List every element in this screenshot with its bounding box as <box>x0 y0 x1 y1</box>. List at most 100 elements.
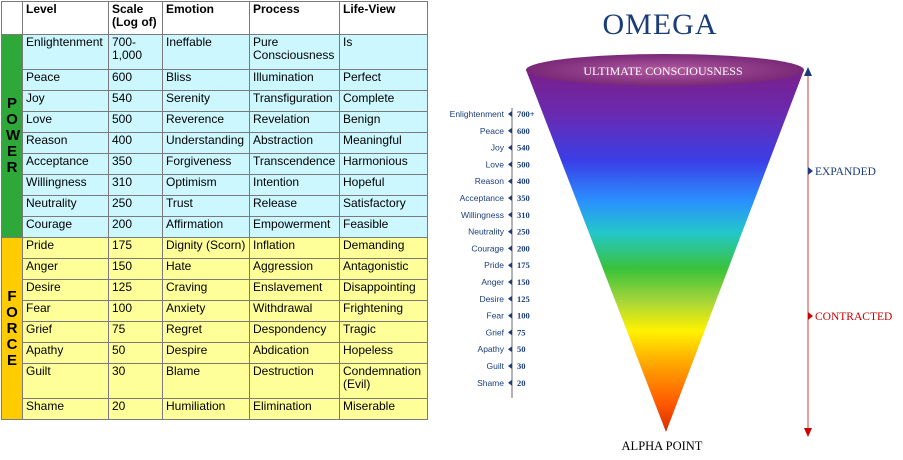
cell-scale: 75 <box>108 321 163 343</box>
cell-emotion: Craving <box>162 279 250 301</box>
cell-emotion: Bliss <box>162 69 250 91</box>
cell-process: Release <box>249 195 340 217</box>
cell-process: Enslavement <box>249 279 340 301</box>
cell-process: Destruction <box>249 363 340 399</box>
cell-emotion: Dignity (Scorn) <box>162 237 250 259</box>
header-process: Process <box>249 1 340 35</box>
scale-level-label: Grief <box>486 327 505 337</box>
cell-life-view: Disappointing <box>339 279 428 301</box>
scale-tick <box>508 379 512 386</box>
scale-level-label: Reason <box>475 176 505 186</box>
header-emotion: Emotion <box>162 1 250 35</box>
cell-level: Fear <box>22 300 109 322</box>
cell-life-view: Tragic <box>339 321 428 343</box>
cell-scale: 100 <box>108 300 163 322</box>
scale-level-label: Love <box>486 159 505 169</box>
table-row: Shame 20 Humiliation Elimination Miserable <box>2 398 428 420</box>
cell-emotion: Regret <box>162 321 250 343</box>
power-label: POWER <box>6 95 21 176</box>
scale-value-label: 700+ <box>517 109 535 119</box>
cell-emotion: Ineffable <box>162 34 250 70</box>
scale-level-label: Willingness <box>461 210 504 220</box>
diagram-title: OMEGA <box>603 8 718 41</box>
table-row: Desire 125 Craving Enslavement Disappointing <box>2 279 428 301</box>
cell-level: Joy <box>22 90 109 112</box>
scale-value-label: 500 <box>517 159 530 169</box>
scale-tick <box>508 211 512 218</box>
scale-tick <box>508 111 512 117</box>
cell-process: Revelation <box>249 111 340 133</box>
cell-process: Intention <box>249 174 340 196</box>
table-row: Guilt 30 Blame Destruction Condemnation (Evi… <box>2 363 428 399</box>
force-label: FORCE <box>6 287 18 369</box>
left-scale: Enlightenment 700+ Peace 600 Joy 540 Love 500 Re… <box>450 109 535 388</box>
scale-arrow-up-icon <box>804 67 812 76</box>
scale-tick <box>508 312 512 319</box>
cell-level: Peace <box>22 69 109 91</box>
cell-life-view: Condemnation (Evil) <box>339 363 428 399</box>
cell-life-view: Is <box>339 34 428 70</box>
levels-table: Level Scale (Log of) Emotion Process Lif… <box>1 1 428 420</box>
scale-level-label: Peace <box>480 126 504 136</box>
cell-scale: 150 <box>108 258 163 280</box>
scale-tick <box>508 295 512 302</box>
cell-life-view: Benign <box>339 111 428 133</box>
contracted-marker-icon <box>808 312 813 320</box>
scale-value-label: 600 <box>517 126 530 136</box>
cell-process: Pure Consciousness <box>249 34 340 70</box>
cell-scale: 600 <box>108 69 163 91</box>
cell-scale: 200 <box>108 216 163 238</box>
table-row: Grief 75 Regret Despondency Tragic <box>2 321 428 343</box>
cell-scale: 540 <box>108 90 163 112</box>
scale-value-label: 100 <box>517 311 530 321</box>
cell-life-view: Satisfactory <box>339 195 428 217</box>
expanded-label: EXPANDED <box>815 166 876 178</box>
table-row: Reason 400 Understanding Abstraction Meaning… <box>2 132 428 154</box>
cell-emotion: Reverence <box>162 111 250 133</box>
scale-value-label: 310 <box>517 210 530 220</box>
scale-value-label: 30 <box>517 361 526 371</box>
scale-level-label: Apathy <box>478 344 505 354</box>
scale-value-label: 540 <box>517 143 530 153</box>
scale-level-label: Shame <box>477 378 504 388</box>
scale-value-label: 200 <box>517 243 530 253</box>
cell-process: Withdrawal <box>249 300 340 322</box>
cell-scale: 125 <box>108 279 163 301</box>
cell-life-view: Harmonious <box>339 153 428 175</box>
scale-tick <box>508 127 512 134</box>
cell-emotion: Trust <box>162 195 250 217</box>
table-row: FORCE Pride 175 Dignity (Scorn) Inflation Dem… <box>1 237 428 420</box>
scale-tick <box>508 329 512 336</box>
table-header-row: Level Scale (Log of) Emotion Process Lif… <box>1 1 428 35</box>
cell-emotion: Serenity <box>162 90 250 112</box>
cell-emotion: Forgiveness <box>162 153 250 175</box>
cell-level: Apathy <box>22 342 109 364</box>
cell-life-view: Meaningful <box>339 132 428 154</box>
scale-tick <box>508 178 512 185</box>
cell-life-view: Antagonistic <box>339 258 428 280</box>
cell-scale: 700-1,000 <box>108 34 163 70</box>
cell-process: Transcendence <box>249 153 340 175</box>
cell-life-view: Hopeless <box>339 342 428 364</box>
header-level: Level <box>22 1 109 35</box>
cell-scale: 310 <box>108 174 163 196</box>
cell-level: Anger <box>22 258 109 280</box>
scale-tick <box>508 363 512 369</box>
cone-body <box>526 70 804 432</box>
cell-life-view: Demanding <box>339 237 428 259</box>
scale-value-label: 75 <box>517 327 526 337</box>
cell-life-view: Miserable <box>339 398 428 420</box>
cell-scale: 500 <box>108 111 163 133</box>
cell-level: Willingness <box>22 174 109 196</box>
scale-level-label: Acceptance <box>460 193 505 203</box>
cell-scale: 50 <box>108 342 163 364</box>
cell-scale: 350 <box>108 153 163 175</box>
cell-level: Acceptance <box>22 153 109 175</box>
cell-level: Shame <box>22 398 109 420</box>
cell-emotion: Anxiety <box>162 300 250 322</box>
scale-tick <box>508 262 512 269</box>
contracted-label: CONTRACTED <box>815 311 892 323</box>
cell-level: Pride <box>22 237 109 259</box>
power-sidebar: POWER <box>1 34 23 238</box>
scale-value-label: 250 <box>517 227 530 237</box>
